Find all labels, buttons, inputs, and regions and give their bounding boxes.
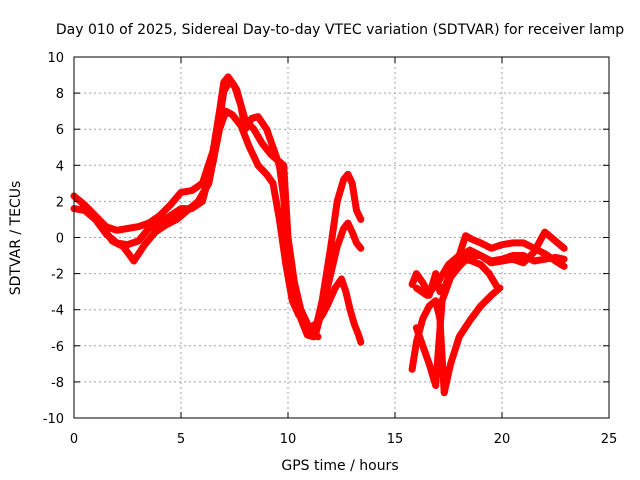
y-tick-label: -10 — [43, 412, 64, 427]
series-arc-10 — [412, 232, 568, 299]
series-arc-7 — [408, 284, 504, 397]
series-arc-4 — [310, 170, 365, 341]
series-arc-6 — [305, 275, 365, 346]
x-tick-label: 15 — [387, 432, 404, 447]
y-axis-label: SDTVAR / TECUs — [8, 181, 24, 296]
y-tick-label: 0 — [56, 232, 64, 247]
y-tick-label: -8 — [51, 376, 64, 391]
chart-title: Day 010 of 2025, Sidereal Day-to-day VTE… — [56, 22, 624, 38]
y-tick-label: 2 — [56, 195, 64, 210]
y-tick-label: 8 — [56, 87, 64, 102]
y-tick-label: -6 — [51, 340, 64, 355]
y-tick-label: 4 — [56, 159, 64, 174]
x-tick-label: 0 — [70, 432, 78, 447]
series-arc-11 — [455, 228, 568, 267]
x-tick-label: 10 — [280, 432, 297, 447]
y-tick-label: -4 — [51, 304, 64, 319]
grid — [74, 57, 609, 418]
y-tick-label: 6 — [56, 123, 64, 138]
x-tick-label: 5 — [177, 432, 185, 447]
series-arc-5 — [312, 219, 365, 337]
data-series — [70, 73, 568, 397]
x-tick-label: 25 — [601, 432, 618, 447]
axis-ticks: 0 5 10 15 20 25 -10 -8 -6 -4 -2 0 2 4 6 8 10 — [43, 51, 618, 447]
y-tick-label: 10 — [47, 51, 64, 66]
x-tick-label: 20 — [494, 432, 511, 447]
y-tick-label: -2 — [51, 268, 64, 283]
x-axis-label: GPS time / hours — [281, 458, 398, 474]
series-arc-3 — [76, 107, 311, 328]
